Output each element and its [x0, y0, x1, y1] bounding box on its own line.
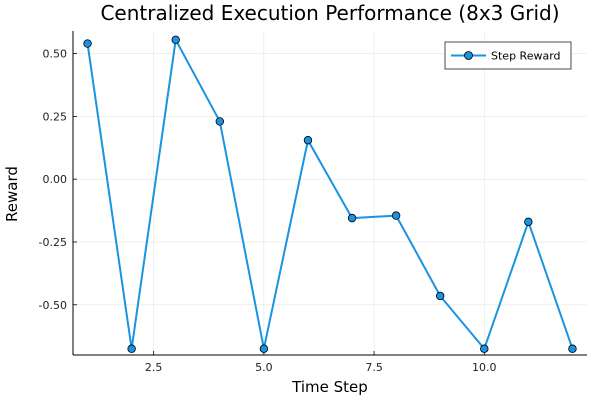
data-point [391, 211, 401, 220]
data-point [215, 117, 224, 126]
data-point [524, 217, 533, 227]
x-tick-label: 2.5 [145, 361, 163, 374]
data-point [436, 291, 445, 301]
data-point [259, 344, 269, 353]
series-line [86, 38, 574, 350]
y-tick-label: 0.25 [43, 110, 68, 123]
x-tick-label: 10.0 [472, 361, 497, 374]
legend-marker [464, 51, 473, 60]
x-tick-label: 7.5 [365, 361, 383, 374]
chart-title: Centralized Execution Performance (8x3 G… [100, 1, 559, 25]
legend-label: Step Reward [491, 50, 561, 63]
data-point [127, 344, 136, 353]
data-point [171, 35, 180, 44]
x-axis-label: Time Step [291, 378, 368, 396]
y-tick-label: -0.25 [39, 236, 67, 249]
series [83, 35, 577, 353]
y-tick-label: 0.00 [43, 173, 68, 186]
data-point [347, 213, 357, 223]
x-tick-label: 5.0 [255, 361, 273, 374]
y-tick-label: 0.50 [43, 48, 68, 61]
axes [72, 31, 587, 356]
data-point [303, 136, 313, 145]
y-axis-label: Reward [3, 166, 21, 222]
data-point [568, 344, 577, 353]
y-tick-label: -0.50 [39, 299, 67, 312]
data-point [480, 344, 489, 353]
data-point [83, 39, 92, 48]
legend: Step Reward [444, 41, 572, 70]
